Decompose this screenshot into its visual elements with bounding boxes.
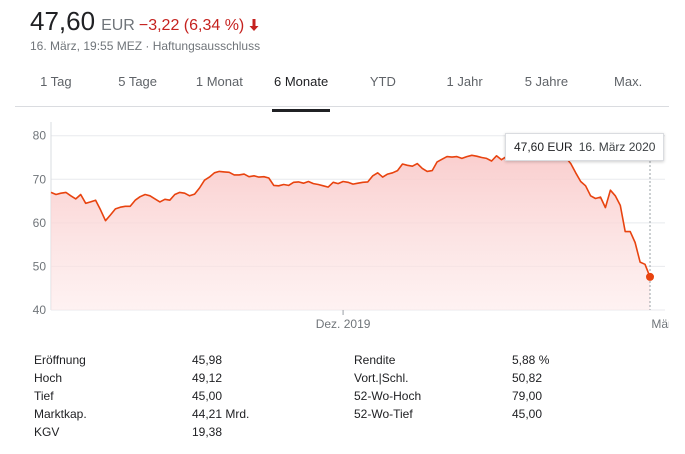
stat-label: Rendite (354, 353, 396, 367)
stat-label: 52-Wo-Tief (354, 407, 413, 421)
y-tick-label: 40 (33, 303, 47, 317)
stat-label: 52-Wo-Hoch (354, 389, 422, 403)
range-tabs: 1 Tag 5 Tage 1 Monat 6 Monate YTD 1 Jahr… (15, 64, 669, 112)
stat-label: Marktkap. (34, 407, 87, 421)
stat-value: 45,00 (192, 389, 223, 403)
current-price: 47,60 (30, 6, 96, 36)
stat-row: 52-Wo-Tief 45,00 (354, 405, 654, 423)
tab-max[interactable]: Max. (614, 74, 643, 89)
stat-value: 5,88 % (512, 353, 550, 367)
stats-left-column: Eröffnung 45,98 Hoch 49,12 Tief 45,00 Marktkap… (34, 351, 314, 441)
tab-5-jahre[interactable]: 5 Jahre (524, 74, 569, 89)
stat-row: 52-Wo-Hoch 79,00 (354, 387, 654, 405)
price-row: 47,60 EUR −3,22 (6,34 %) (30, 6, 670, 37)
stat-row: Eröffnung 45,98 (34, 351, 314, 369)
arrow-down-icon (249, 18, 259, 31)
stat-row: Hoch 49,12 (34, 369, 314, 387)
x-tick-label: Dez. 2019 (316, 317, 371, 331)
stats-right-column: Rendite 5,88 % Vort.|Schl. 50,82 52-Wo-Hoch 7… (354, 351, 654, 423)
stat-label: Tief (34, 389, 54, 403)
stat-row: Vort.|Schl. 50,82 (354, 369, 654, 387)
stat-value: 49,12 (192, 371, 223, 385)
tab-6-monate[interactable]: 6 Monate (260, 64, 342, 112)
price-chart-svg: 40 50 60 70 80 Dez. 2019 März 2020 (33, 122, 669, 331)
chart-tooltip: 47,60 EUR 16. März 2020 (505, 133, 665, 161)
stat-label: KGV (34, 425, 60, 439)
x-tick-label: März 2020 (651, 317, 669, 331)
tooltip-value: 47,60 EUR (514, 140, 573, 154)
y-tick-label: 80 (33, 129, 47, 143)
currency: EUR (101, 17, 135, 34)
tab-ytd[interactable]: YTD (369, 74, 396, 89)
tooltip-date: 16. März 2020 (578, 140, 656, 154)
price-change: −3,22 (6,34 %) (138, 17, 245, 34)
stat-label: Eröffnung (34, 353, 86, 367)
tab-1-tag[interactable]: 1 Tag (40, 74, 72, 89)
stat-value: 19,38 (192, 425, 223, 439)
price-chart[interactable]: 40 50 60 70 80 Dez. 2019 März 2020 47,60 EUR 16… (15, 107, 669, 337)
stat-value: 79,00 (512, 389, 543, 403)
y-tick-label: 60 (33, 216, 47, 230)
quote-header: 47,60 EUR −3,22 (6,34 %) 16. März, 19:55… (30, 6, 670, 53)
tab-1-monat[interactable]: 1 Monat (195, 74, 243, 89)
stat-value: 45,00 (512, 407, 543, 421)
tab-1-jahr[interactable]: 1 Jahr (446, 74, 483, 89)
stat-row: Tief 45,00 (34, 387, 314, 405)
stat-row: Marktkap. 44,21 Mrd. (34, 405, 314, 423)
stat-label: Vort.|Schl. (354, 371, 409, 385)
quote-meta: 16. März, 19:55 MEZ · Haftungsausschluss (30, 39, 261, 53)
stat-value: 45,98 (192, 353, 223, 367)
stat-value: 50,82 (512, 371, 543, 385)
price-area (51, 140, 650, 310)
stat-value: 44,21 Mrd. (192, 407, 250, 421)
stat-row: KGV 19,38 (34, 423, 314, 441)
stat-row: Rendite 5,88 % (354, 351, 654, 369)
last-point-marker (646, 272, 654, 281)
stat-label: Hoch (34, 371, 63, 385)
y-tick-label: 70 (33, 172, 47, 186)
y-tick-label: 50 (33, 259, 47, 273)
tab-5-tage[interactable]: 5 Tage (118, 74, 158, 89)
